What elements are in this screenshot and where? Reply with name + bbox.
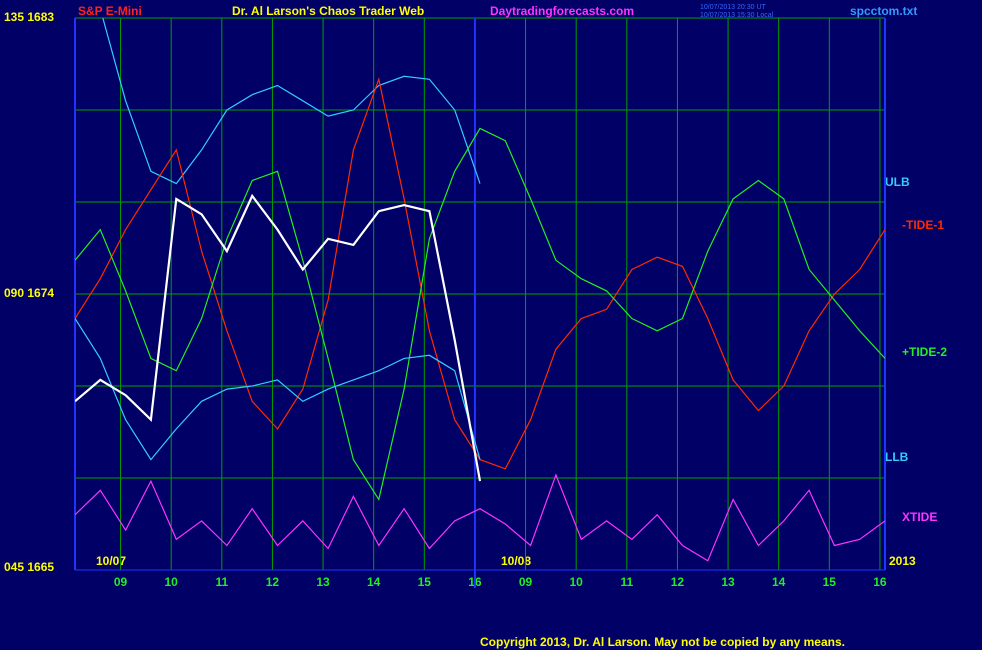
plot-area [75,18,885,562]
x-tick-label: 13 [721,575,735,589]
instrument-label: S&P E-Mini [78,4,142,18]
x-tick-label: 11 [620,575,633,589]
series-line [75,318,481,461]
series-line [102,18,481,185]
series-label: XTIDE [902,510,937,524]
website-label: Daytradingforecasts.com [490,4,634,18]
filename-label: spcctom.txt [850,4,917,18]
x-tick-label: 16 [873,575,887,589]
series-label: LLB [885,450,909,464]
series-label: ULB [885,175,910,189]
x-tick-label: 13 [316,575,330,589]
x-tick-label: 15 [823,575,837,589]
timestamp: 10/07/2013 15:30 Local [700,12,774,19]
series-label: +TIDE-2 [902,345,947,359]
x-tick-label: 10 [570,575,584,589]
series-line [75,127,885,502]
x-tick-label: 14 [367,575,381,589]
x-tick-label: 09 [519,575,533,589]
x-tick-label: 11 [215,575,228,589]
date-label: 10/08 [501,554,531,568]
series-line [75,473,885,562]
x-tick-label: 10 [165,575,179,589]
y-tick-label: 090 1674 [4,286,54,300]
y-tick-label: 135 1683 [4,10,54,24]
x-tick-label: 12 [671,575,685,589]
x-tick-label: 14 [772,575,786,589]
date-label: 10/07 [96,554,126,568]
date-label: 2013 [889,554,916,568]
x-tick-label: 12 [266,575,280,589]
y-tick-label: 045 1665 [4,560,54,574]
copyright: Copyright 2013, Dr. Al Larson. May not b… [480,635,845,649]
x-tick-label: 09 [114,575,128,589]
series-label: -TIDE-1 [902,218,944,232]
timestamp: 10/07/2013 20:30 UT [700,4,766,11]
x-tick-label: 15 [418,575,432,589]
chart-title: Dr. Al Larson's Chaos Trader Web [232,4,424,18]
series-line [75,193,482,482]
